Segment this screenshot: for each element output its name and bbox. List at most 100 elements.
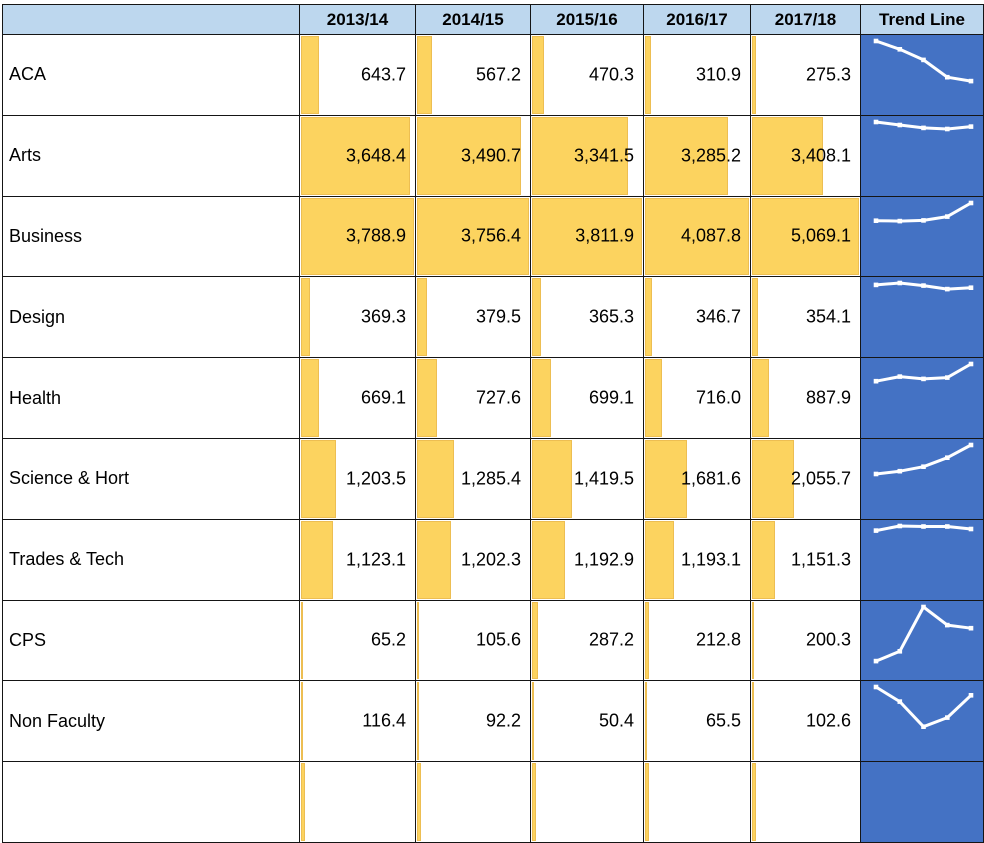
sparkline-marker [873, 217, 879, 223]
trend-cell[interactable] [861, 681, 984, 763]
value-cell[interactable]: 1,203.5 [300, 438, 416, 520]
value-cell[interactable]: 2,055.7 [751, 438, 861, 520]
value-cell[interactable]: 3,788.9 [300, 196, 416, 278]
trend-header-cell[interactable]: Trend Line [861, 5, 984, 35]
trend-cell[interactable] [861, 762, 984, 843]
trend-cell[interactable] [861, 358, 984, 439]
data-bar [645, 520, 674, 599]
value-cell[interactable]: 669.1 [300, 358, 416, 439]
data-bar [532, 763, 536, 841]
sparkline [873, 604, 974, 663]
value-cell[interactable]: 65.2 [300, 600, 416, 682]
row-label-cell[interactable]: Non Faculty [3, 681, 300, 763]
trend-cell[interactable] [861, 115, 984, 197]
row-label-cell[interactable]: Science & Hort [3, 438, 300, 520]
value-cell[interactable] [644, 762, 751, 843]
row-label-cell[interactable]: Arts [3, 115, 300, 197]
value-cell[interactable]: 200.3 [751, 600, 861, 682]
value-cell[interactable]: 275.3 [751, 35, 861, 116]
trend-cell[interactable] [861, 35, 984, 116]
value-cell[interactable]: 1,193.1 [644, 519, 751, 601]
cell-value: 669.1 [360, 387, 406, 408]
row-label-cell[interactable]: ACA [3, 35, 300, 116]
row-label-cell[interactable]: Business [3, 196, 300, 278]
value-cell[interactable]: 365.3 [531, 277, 644, 359]
row-label: Health [9, 387, 62, 408]
value-cell[interactable]: 3,490.7 [416, 115, 531, 197]
value-cell[interactable]: 116.4 [300, 681, 416, 763]
trend-cell[interactable] [861, 277, 984, 359]
row-label-cell[interactable] [3, 762, 300, 843]
value-cell[interactable]: 65.5 [644, 681, 751, 763]
row-label-cell[interactable]: Design [3, 277, 300, 359]
row-label: Arts [9, 145, 42, 166]
year-header-cell[interactable]: 2015/16 [531, 5, 644, 35]
cell-value: 3,408.1 [790, 145, 851, 166]
value-cell[interactable]: 470.3 [531, 35, 644, 116]
value-cell[interactable] [300, 762, 416, 843]
data-bar [532, 197, 642, 276]
value-cell[interactable]: 379.5 [416, 277, 531, 359]
year-header-cell[interactable]: 2017/18 [751, 5, 861, 35]
value-cell[interactable]: 567.2 [416, 35, 531, 116]
value-cell[interactable]: 3,648.4 [300, 115, 416, 197]
cell-value: 4,087.8 [680, 225, 741, 246]
value-cell[interactable]: 3,811.9 [531, 196, 644, 278]
sparkline [873, 38, 974, 84]
row-label-cell[interactable]: CPS [3, 600, 300, 682]
value-cell[interactable]: 1,285.4 [416, 438, 531, 520]
value-cell[interactable]: 1,123.1 [300, 519, 416, 601]
value-cell[interactable] [416, 762, 531, 843]
value-cell[interactable]: 346.7 [644, 277, 751, 359]
row-label-cell[interactable]: Trades & Tech [3, 519, 300, 601]
value-cell[interactable]: 699.1 [531, 358, 644, 439]
value-cell[interactable]: 3,756.4 [416, 196, 531, 278]
value-cell[interactable]: 1,151.3 [751, 519, 861, 601]
value-cell[interactable]: 1,192.9 [531, 519, 644, 601]
corner-header-cell[interactable] [3, 5, 300, 35]
row-label-cell[interactable]: Health [3, 358, 300, 439]
value-cell[interactable]: 287.2 [531, 600, 644, 682]
trend-cell[interactable] [861, 600, 984, 682]
cell-value: 1,203.5 [345, 468, 406, 489]
value-cell[interactable]: 3,285.2 [644, 115, 751, 197]
value-cell[interactable]: 887.9 [751, 358, 861, 439]
value-cell[interactable]: 4,087.8 [644, 196, 751, 278]
trend-cell[interactable] [861, 196, 984, 278]
data-bar [301, 520, 334, 599]
trend-cell[interactable] [861, 438, 984, 520]
value-cell[interactable]: 727.6 [416, 358, 531, 439]
sparkline [873, 685, 974, 730]
data-bar [645, 36, 652, 114]
value-cell[interactable]: 354.1 [751, 277, 861, 359]
value-cell[interactable]: 105.6 [416, 600, 531, 682]
value-cell[interactable]: 212.8 [644, 600, 751, 682]
year-header-cell[interactable]: 2016/17 [644, 5, 751, 35]
value-cell[interactable]: 92.2 [416, 681, 531, 763]
value-cell[interactable]: 50.4 [531, 681, 644, 763]
value-cell[interactable] [531, 762, 644, 843]
table-row: Health 669.1 727.6 699.1 716.0 887.9 [3, 358, 984, 439]
data-bar [752, 36, 756, 114]
sparkline-marker [897, 218, 903, 223]
year-header-cell[interactable]: 2013/14 [300, 5, 416, 35]
year-header-cell[interactable]: 2014/15 [416, 5, 531, 35]
value-cell[interactable] [751, 762, 861, 843]
value-cell[interactable]: 3,341.5 [531, 115, 644, 197]
value-cell[interactable]: 5,069.1 [751, 196, 861, 278]
value-cell[interactable]: 643.7 [300, 35, 416, 116]
sparkline-marker [873, 471, 879, 477]
value-cell[interactable]: 1,419.5 [531, 438, 644, 520]
data-bar [301, 682, 303, 761]
sparkline [873, 200, 974, 223]
data-bar [301, 116, 410, 195]
value-cell[interactable]: 3,408.1 [751, 115, 861, 197]
trend-cell[interactable] [861, 519, 984, 601]
value-cell[interactable]: 369.3 [300, 277, 416, 359]
value-cell[interactable]: 1,681.6 [644, 438, 751, 520]
value-cell[interactable]: 716.0 [644, 358, 751, 439]
value-cell[interactable]: 102.6 [751, 681, 861, 763]
value-cell[interactable]: 310.9 [644, 35, 751, 116]
value-cell[interactable]: 1,202.3 [416, 519, 531, 601]
row-label: Science & Hort [9, 468, 130, 489]
